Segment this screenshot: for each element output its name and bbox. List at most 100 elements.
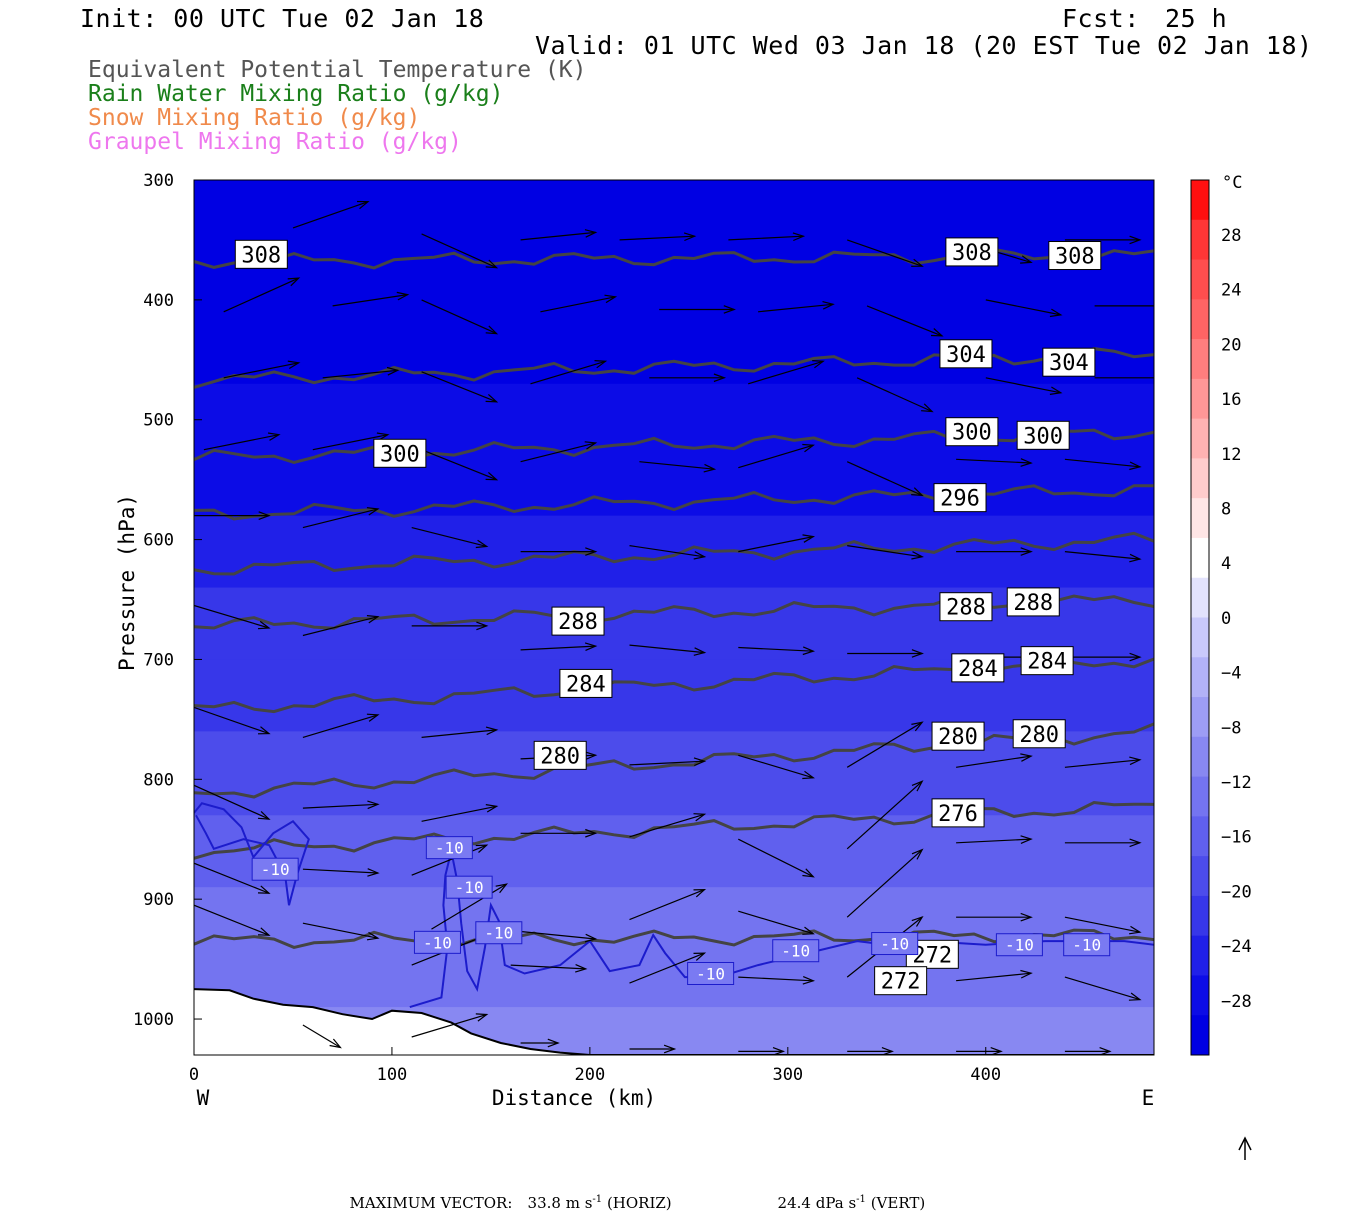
theta-e-label-300: 300 <box>373 438 427 468</box>
wind-vector-shaft <box>748 360 824 385</box>
field-label-graupel: Graupel Mixing Ratio (g/kg) <box>88 129 462 155</box>
temp-label-text: -10 <box>696 964 725 983</box>
temp-label-minus10: -10 <box>871 932 919 956</box>
theta-e-label-box <box>931 721 985 751</box>
wind-vector-shaft <box>956 838 1032 844</box>
wind-vector-head <box>911 916 924 927</box>
temp-label-text: -10 <box>1072 936 1101 955</box>
colorbar-swatch <box>1191 895 1209 937</box>
theta-e-label-304: 304 <box>1042 347 1096 377</box>
temp-label-minus10: -10 <box>772 939 820 963</box>
theta-e-label-text: 272 <box>881 970 921 995</box>
theta-e-label-text: 276 <box>938 802 978 827</box>
field-label-theta-e: Equivalent Potential Temperature (K) <box>88 57 587 83</box>
wind-vector-head <box>723 305 736 314</box>
wind-vector <box>847 1047 894 1055</box>
wind-vector-head <box>990 1047 1003 1055</box>
colorbar: °C 28 24 20 16 12 8 4 0 −4 −8 −12 −16 −20 −24 −28 <box>1190 173 1252 1056</box>
colorbar-swatch <box>1191 697 1209 738</box>
wind-vector-head <box>257 927 271 936</box>
theta-e-label-288: 288 <box>1006 587 1060 617</box>
theta-e-label-text: 288 <box>558 610 598 635</box>
colorbar-swatch <box>1191 617 1209 658</box>
temp-label-text: -10 <box>880 935 909 954</box>
wind-vector <box>520 547 598 556</box>
colorbar-swatch <box>1191 776 1209 817</box>
temp-band <box>194 383 1154 445</box>
temp-label-minus10: -10 <box>425 836 473 860</box>
wind-vector-shaft <box>1064 976 1141 1001</box>
wind-vector <box>956 835 1033 844</box>
max-vector-vert: 24.4 dPa s-1 (VERT) <box>777 1194 926 1212</box>
wind-vector-shaft <box>292 201 369 229</box>
wind-vector <box>758 301 835 313</box>
wind-vector-head <box>911 258 924 267</box>
wind-vector-head <box>257 810 271 820</box>
wind-vector-head <box>594 360 608 369</box>
wind-vector-head <box>1020 753 1033 762</box>
wind-vector <box>846 721 924 768</box>
wind-vector <box>748 360 825 385</box>
theta-e-label-304: 304 <box>939 339 993 369</box>
wind-vector-head <box>772 1047 786 1055</box>
y-tick-label: 900 <box>143 890 174 910</box>
temp-label-text: -10 <box>435 839 464 858</box>
wind-vector <box>738 838 815 878</box>
wind-vector-head <box>267 432 281 441</box>
wind-vector-shaft <box>302 868 378 874</box>
wind-vector-head <box>584 229 598 238</box>
wind-vector-head <box>367 800 380 810</box>
temp-label-box <box>445 875 493 899</box>
wind-vector <box>846 461 924 497</box>
wind-vector-shaft <box>639 461 715 470</box>
y-tick-label: 700 <box>143 650 174 670</box>
theta-e-label-280: 280 <box>931 721 985 751</box>
wind-vector-head <box>693 551 707 560</box>
wind-vector-head <box>802 534 816 543</box>
theta-e-label-288: 288 <box>551 606 605 636</box>
wind-vector <box>629 757 707 767</box>
wind-vector <box>738 534 816 553</box>
terrain-fill <box>194 989 1154 1055</box>
contour-labels: 308 308 308 304 304 300 300 300 296 288 288 288 284 2… <box>234 237 1111 996</box>
theta-e-label-text: 300 <box>952 421 992 446</box>
wind-vector-shaft <box>520 442 596 463</box>
colorbar-tick-label: 8 <box>1221 500 1231 520</box>
wind-vector-shaft <box>411 844 487 876</box>
wind-vector <box>411 844 489 876</box>
wind-vector <box>302 800 380 810</box>
wind-vector <box>194 511 271 520</box>
colorbar-swatch <box>1191 418 1209 459</box>
temp-band <box>194 887 1154 960</box>
wind-vector <box>421 299 499 335</box>
wind-vector <box>411 527 489 549</box>
wind-vector-head <box>1020 969 1033 979</box>
wind-vector-shaft <box>510 964 586 970</box>
wind-vector-shaft <box>856 377 933 413</box>
wind-vector-head <box>485 471 499 481</box>
temperature-fill <box>194 180 1154 1055</box>
wind-vector-head <box>475 1013 489 1022</box>
temp-label-minus10: -10 <box>1063 933 1111 957</box>
wind-vector-shaft <box>194 904 270 936</box>
wind-vector-shaft <box>520 930 596 940</box>
wind-vector-shaft <box>629 760 705 766</box>
wind-vector-shaft <box>1064 551 1140 560</box>
x-tick-label: 400 <box>970 1065 1001 1085</box>
wind-vector-shaft <box>956 458 1032 464</box>
wind-vector <box>302 1024 342 1049</box>
colorbar-tick-label: 4 <box>1221 554 1231 574</box>
theta-e-contour-304 <box>194 347 1154 389</box>
wind-vector <box>302 868 380 877</box>
temp-label-minus10: -10 <box>475 921 523 945</box>
wind-vector <box>194 706 271 735</box>
wind-vector-head <box>911 649 924 658</box>
theta-e-label-text: 284 <box>1027 650 1067 675</box>
wind-vector-shaft <box>738 910 814 935</box>
wind-vector <box>1064 838 1142 848</box>
wind-vector-head <box>1020 255 1033 264</box>
wind-vector-head <box>911 721 924 732</box>
wind-vector-shaft <box>985 299 1061 316</box>
wind-vector-head <box>475 844 489 853</box>
